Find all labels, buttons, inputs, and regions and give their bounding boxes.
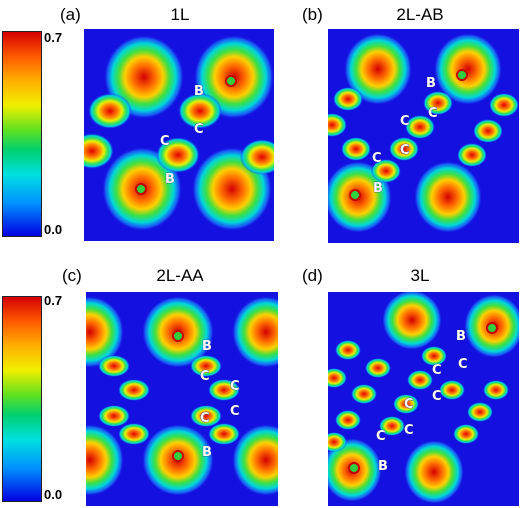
atom-label: C xyxy=(432,363,442,378)
atom-label: C xyxy=(404,423,414,438)
panel-c-title: 2L-AA xyxy=(156,266,204,285)
atom-label: C xyxy=(458,357,468,372)
atom-label: C xyxy=(428,106,438,121)
panel-a-tag: (a) xyxy=(60,5,81,24)
atom-label: C xyxy=(230,404,240,419)
colorbar-top-max: 0.7 xyxy=(44,30,63,45)
atom-label: C xyxy=(160,134,170,149)
colorbar-bottom xyxy=(2,296,42,502)
panel-c-density-map: B C C C C B xyxy=(86,292,278,506)
atom-label: C xyxy=(200,369,210,384)
atom-label: B xyxy=(456,329,466,344)
atom-label: B xyxy=(202,339,212,354)
colorbar-bottom-min: 0.0 xyxy=(44,487,63,502)
atom-label: C xyxy=(400,114,410,129)
atom-label: C xyxy=(372,151,382,166)
panel-a-density-map: B C C B xyxy=(84,29,274,241)
panel-a-title: 1L xyxy=(170,5,190,24)
panel-b-density-map: B C C C C B xyxy=(328,29,519,243)
atom-label: C xyxy=(400,143,410,158)
atom-label: C xyxy=(194,122,204,137)
panel-d-density-map: B C C C C C C B xyxy=(328,292,519,506)
colorbar-top xyxy=(2,31,42,237)
atom-label: C xyxy=(432,389,442,404)
atom-label: B xyxy=(373,181,383,196)
panel-c-tag: (c) xyxy=(62,266,82,285)
panel-b-title: 2L-AB xyxy=(396,5,444,24)
atom-label: C xyxy=(404,397,414,412)
atom-label: C xyxy=(200,411,210,426)
atom-label: C xyxy=(230,379,240,394)
colorbar-top-min: 0.0 xyxy=(44,222,63,237)
atom-label: B xyxy=(378,459,388,474)
atom-label: B xyxy=(194,84,204,99)
atom-label: B xyxy=(426,76,436,91)
atom-label: B xyxy=(202,445,212,460)
panel-d-tag: (d) xyxy=(302,266,323,285)
colorbar-bottom-max: 0.7 xyxy=(44,293,63,308)
panel-b-tag: (b) xyxy=(302,5,323,24)
panel-d-title: 3L xyxy=(410,266,430,285)
atom-label: B xyxy=(165,172,175,187)
atom-label: C xyxy=(376,429,386,444)
